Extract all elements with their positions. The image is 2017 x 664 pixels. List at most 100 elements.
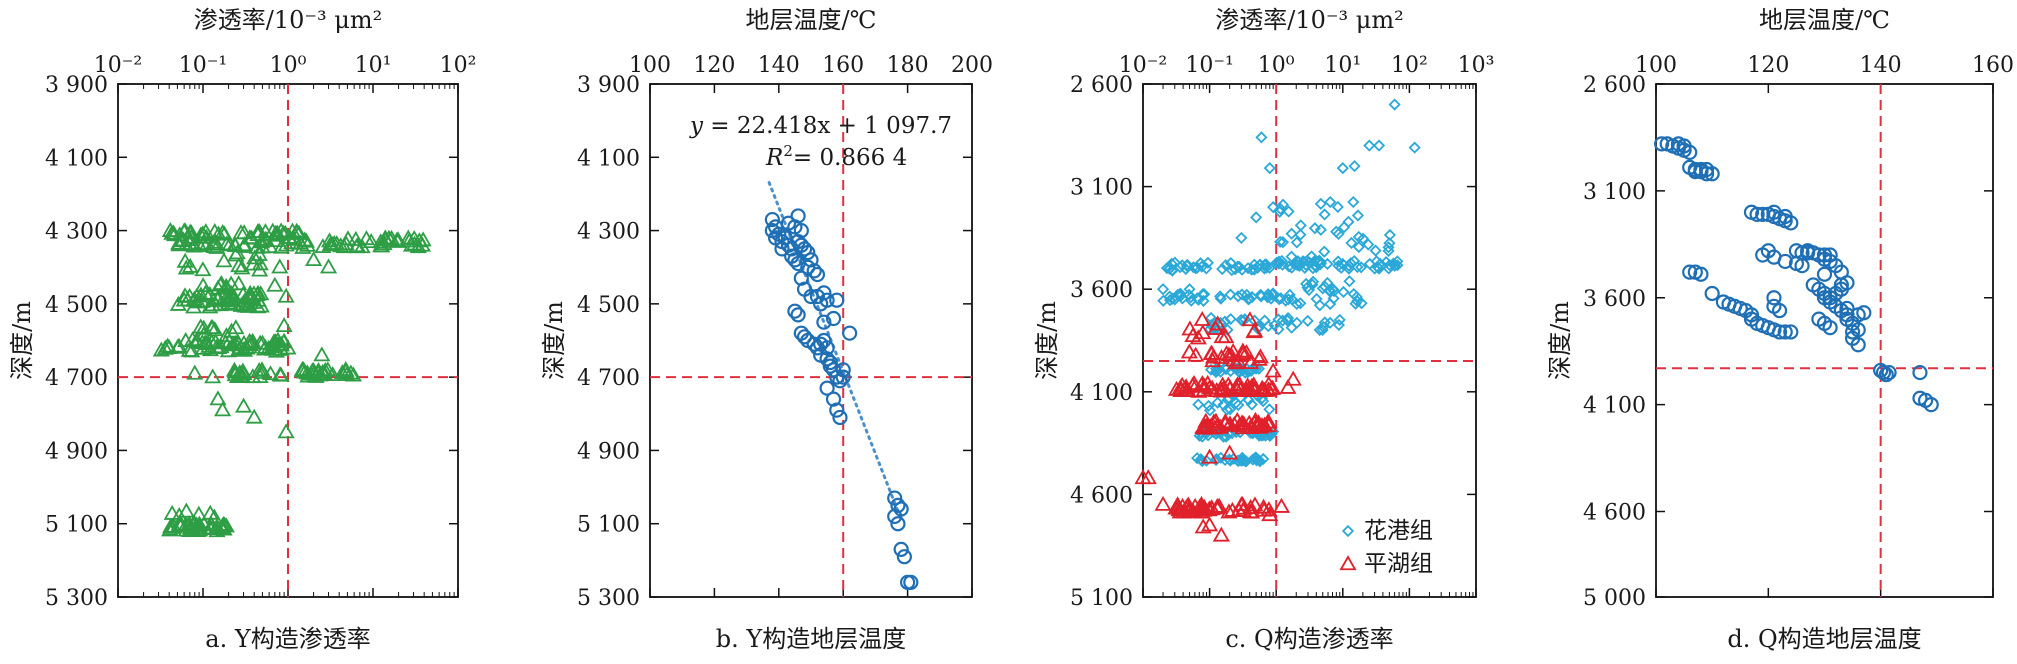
data-point: [1232, 496, 1251, 512]
data-point: [241, 287, 260, 303]
data-point: [800, 244, 816, 261]
data-point: [1285, 261, 1298, 274]
data-point: [1348, 160, 1361, 173]
data-point: [1214, 290, 1227, 303]
data-point: [1217, 328, 1235, 344]
data-point: [1294, 219, 1307, 232]
data-point: [1408, 141, 1421, 154]
data-point: [254, 231, 272, 247]
data-point: [342, 364, 360, 380]
data-point: [1794, 258, 1810, 274]
data-point: [1777, 324, 1793, 340]
data-point: [1333, 313, 1346, 326]
data-point: [214, 401, 232, 417]
panel-a: 10⁻² 10⁻¹ 10⁰ 10¹ 10² 3 900 4 100 4 300 4 500 4 7…: [8, 6, 476, 653]
data-point: [1276, 314, 1289, 327]
data-point: [218, 235, 236, 251]
data-point: [1822, 320, 1838, 336]
x-tick-label: 10²: [1391, 53, 1428, 78]
data-point: [1698, 166, 1715, 182]
data-point: [187, 519, 205, 535]
equation-var: y: [689, 113, 704, 139]
data-point: [245, 408, 263, 424]
data-point: [277, 423, 295, 439]
data-point: [809, 266, 826, 283]
data-point: [1682, 264, 1698, 280]
data-point: [796, 241, 813, 257]
data-point: [1272, 257, 1286, 270]
y-axis-title: 深度/m: [540, 301, 568, 380]
data-point: [230, 257, 248, 273]
data-point: [1312, 255, 1325, 269]
equation-rest: = 22.418x + 1 097.7: [703, 113, 952, 139]
y-tick-label: 4 900: [45, 439, 108, 464]
r2-sup: 2: [783, 142, 793, 160]
series-group-1: [1134, 310, 1302, 542]
data-point: [1839, 300, 1855, 317]
data-point: [1282, 311, 1295, 325]
data-point: [348, 237, 367, 253]
x-tick-label: 10¹: [1324, 53, 1361, 78]
data-point: [1285, 227, 1298, 240]
data-point: [1783, 324, 1799, 340]
data-point: [183, 342, 201, 358]
data-point: [1194, 518, 1212, 534]
data-point: [1232, 398, 1245, 412]
data-point: [163, 504, 181, 520]
data-point: [1245, 398, 1258, 411]
data-point: [1201, 448, 1219, 464]
data-point: [1693, 266, 1709, 282]
data-point: [1352, 240, 1365, 254]
data-point: [790, 307, 806, 323]
data-point: [170, 507, 188, 523]
series-points-0: [764, 208, 919, 590]
data-point: [209, 390, 227, 406]
data-point: [835, 369, 851, 385]
data-point: [1242, 354, 1260, 370]
y-tick-label: 5 100: [1070, 586, 1133, 611]
data-point: [170, 234, 188, 250]
data-point: [195, 319, 213, 335]
data-point: [1294, 228, 1307, 241]
data-point: [211, 296, 229, 312]
data-point: [362, 233, 380, 249]
data-point: [1221, 444, 1239, 460]
data-point: [1260, 416, 1278, 432]
data-point: [1313, 323, 1326, 337]
data-point: [251, 255, 269, 271]
y-tick-label: 4 100: [1070, 381, 1133, 406]
x-tick-label: 120: [693, 53, 735, 78]
data-point: [1318, 208, 1331, 221]
data-point: [1327, 292, 1340, 305]
data-point: [1258, 314, 1271, 327]
data-point: [1300, 277, 1313, 290]
data-point: [1204, 363, 1218, 376]
data-point: [1181, 320, 1199, 336]
data-point: [337, 362, 355, 378]
y-tick-label: 4 100: [1583, 394, 1646, 419]
data-point: [196, 284, 214, 300]
data-point: [1261, 506, 1279, 522]
data-point: [1262, 288, 1275, 301]
x-axis-title: 地层温度/℃: [1759, 6, 1890, 34]
data-point: [806, 263, 822, 279]
data-point: [1243, 503, 1261, 519]
data-point: [1185, 374, 1203, 390]
data-point: [1670, 136, 1687, 152]
data-point: [205, 508, 223, 524]
data-point: [225, 289, 244, 305]
data-point: [1252, 454, 1266, 467]
data-point: [1248, 258, 1261, 271]
data-point: [256, 338, 274, 354]
data-point: [1191, 261, 1204, 274]
data-point: [1252, 362, 1265, 375]
y-tick-label: 3 100: [1583, 180, 1646, 205]
data-point: [353, 238, 371, 254]
data-point: [320, 258, 338, 274]
x-tick-label: 10⁻²: [1119, 53, 1167, 78]
data-point: [774, 241, 790, 257]
data-point: [1223, 403, 1237, 416]
data-point: [1318, 245, 1331, 258]
data-point: [1766, 290, 1782, 306]
data-point: [903, 574, 919, 590]
